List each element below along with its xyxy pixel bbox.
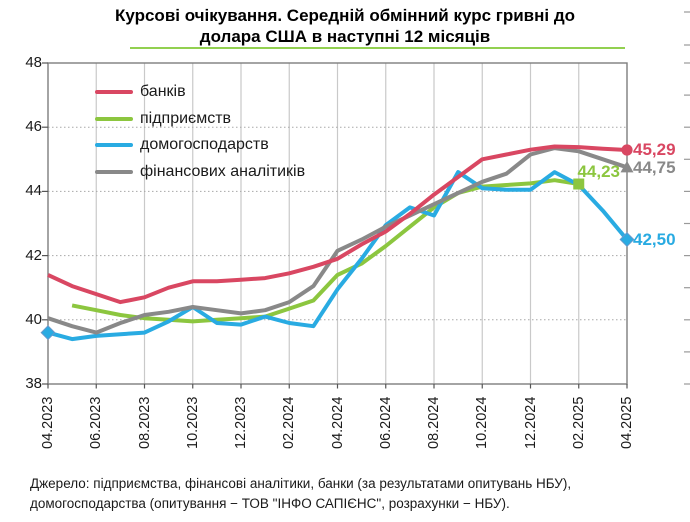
y-axis-label: 48 <box>25 54 42 71</box>
chart-legend: банків підприємств домогосподарств фінансов… <box>95 79 305 185</box>
x-axis-label: 04.2023 <box>40 396 56 449</box>
diamond-start-marker <box>40 325 56 341</box>
x-axis-label: 12.2024 <box>522 396 539 449</box>
source-note-line2: домогосподарства (опитування − ТОВ "ІНФО… <box>30 496 510 512</box>
y-axis-label: 38 <box>25 375 42 392</box>
x-axis-label: 08.2023 <box>136 396 153 449</box>
legend-item-2: домогосподарств <box>95 132 305 159</box>
source-note: Джерело: підприємства, фінансові аналіти… <box>30 474 670 515</box>
legend-label: домогосподарств <box>140 136 269 154</box>
title-underline-rule <box>130 47 625 49</box>
square-end-marker <box>573 178 585 190</box>
x-axis-label: 12.2023 <box>233 396 249 449</box>
x-axis-label: 02.2024 <box>281 396 298 449</box>
legend-item-1: підприємств <box>95 106 305 133</box>
series-end-value-label: 45,29 <box>633 139 676 159</box>
legend-line-swatch <box>95 143 133 148</box>
legend-item-0: банків <box>95 79 305 106</box>
legend-line-swatch <box>95 169 133 174</box>
x-axis-label: 10.2023 <box>184 396 201 449</box>
legend-label: банків <box>140 83 186 101</box>
triangle-end-marker <box>620 160 634 173</box>
x-axis-label: 08.2024 <box>426 396 442 449</box>
circle-end-marker <box>621 144 633 156</box>
legend-line-swatch <box>95 90 133 95</box>
series-line-3 <box>47 146 628 335</box>
chart-canvas <box>40 11 690 389</box>
series-end-value-label: 44,75 <box>633 158 676 178</box>
series-end-value-label: 44,23 <box>577 162 620 181</box>
series-line-1 <box>71 178 580 324</box>
x-axis-label: 04.2025 <box>619 396 635 449</box>
line-chart <box>40 11 690 389</box>
diamond-end-marker <box>619 232 635 248</box>
x-axis-label: 06.2023 <box>88 396 105 449</box>
legend-label: фінансових аналітиків <box>140 162 306 180</box>
series-end-value-label: 42,50 <box>633 229 676 249</box>
series-line-0 <box>47 144 628 305</box>
y-axis-label: 42 <box>25 246 42 264</box>
x-axis-label: 10.2024 <box>474 396 491 449</box>
chart-title: Курсові очікування. Середній обмінний ку… <box>0 6 690 47</box>
y-axis-label: 40 <box>25 310 42 328</box>
legend-line-swatch <box>95 116 133 121</box>
x-axis-label: 04.2024 <box>329 396 346 449</box>
series-line-2 <box>47 170 629 342</box>
legend-item-3: фінансових аналітиків <box>95 159 305 186</box>
y-axis-label: 44 <box>25 182 42 200</box>
x-axis-label: 06.2024 <box>377 396 394 449</box>
source-note-line1: Джерело: підприємства, фінансові аналіти… <box>30 476 572 491</box>
chart-title-line2: долара США в наступні 12 місяців <box>199 26 491 46</box>
legend-label: підприємств <box>140 109 232 127</box>
y-axis-label: 46 <box>25 118 42 136</box>
chart-title-line1: Курсові очікування. Середній обмінний ку… <box>114 6 576 25</box>
x-axis-label: 02.2025 <box>570 396 587 449</box>
